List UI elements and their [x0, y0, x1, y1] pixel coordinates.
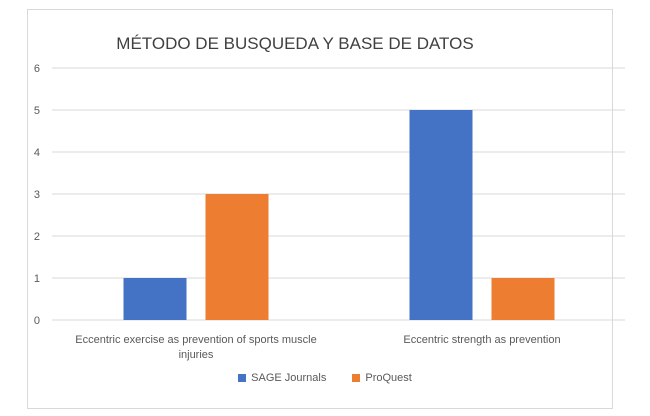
y-tick-label: 2 — [34, 231, 40, 243]
x-category-label-line: Eccentric exercise as prevention of spor… — [75, 334, 317, 346]
legend-item-proquest: ProQuest — [352, 372, 412, 384]
y-tick-label: 4 — [34, 147, 40, 159]
y-tick-label: 5 — [34, 105, 40, 117]
y-tick-label: 0 — [34, 315, 40, 327]
x-axis-category-labels: Eccentric exercise as prevention of spor… — [75, 334, 560, 361]
y-tick-label: 3 — [34, 189, 40, 201]
bars — [123, 110, 555, 320]
chart-frame — [27, 9, 613, 409]
chart-title: MÉTODO DE BUSQUEDA Y BASE DE DATOS — [116, 34, 473, 53]
bar — [205, 194, 269, 320]
y-axis-tick-labels: 0 1 2 3 4 5 6 — [34, 63, 40, 327]
bar — [409, 110, 473, 320]
legend-item-sage: SAGE Journals — [238, 372, 326, 384]
y-tick-label: 1 — [34, 273, 40, 285]
x-category-label-line: injuries — [179, 349, 214, 361]
x-category-label-line: Eccentric strength as prevention — [403, 334, 560, 346]
legend-label-proquest: ProQuest — [365, 372, 412, 384]
legend-swatch-proquest — [352, 374, 361, 382]
x-category-label: Eccentric strength as prevention — [403, 334, 560, 346]
legend-swatch-sage — [238, 374, 247, 382]
legend-label-sage: SAGE Journals — [251, 372, 327, 384]
bar — [123, 278, 187, 320]
y-tick-label: 6 — [34, 63, 40, 75]
bar — [491, 278, 555, 320]
legend: SAGE Journals ProQuest — [0, 372, 650, 384]
x-category-label: Eccentric exercise as prevention of spor… — [75, 334, 317, 361]
